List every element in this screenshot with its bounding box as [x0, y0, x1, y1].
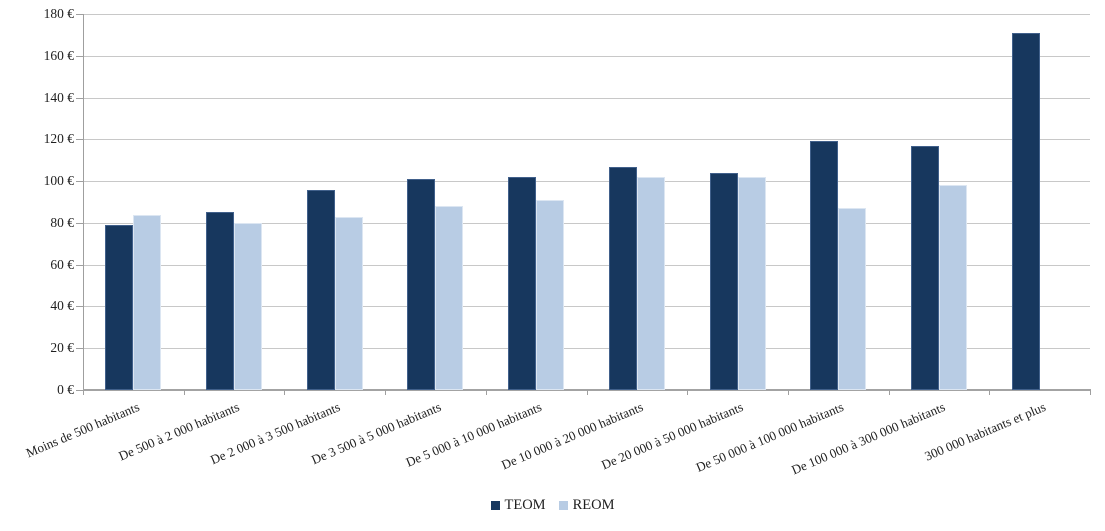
y-axis-tick-label: 140 €	[43, 89, 74, 105]
x-axis-tick	[284, 390, 286, 395]
bar-teom-8	[810, 141, 839, 390]
bar-reom-5	[536, 199, 565, 390]
bar-reom-4	[435, 206, 464, 390]
x-axis-tick	[83, 390, 84, 395]
y-axis-tick-label: 80 €	[50, 214, 74, 230]
x-axis-tick	[687, 390, 689, 395]
gridline-80	[83, 222, 1090, 224]
y-axis-tick	[76, 97, 83, 99]
y-axis-tick	[76, 55, 83, 57]
y-axis-tick	[76, 390, 83, 391]
y-axis-tick	[76, 348, 83, 350]
reom-swatch-icon	[558, 501, 568, 510]
x-axis-tick	[888, 390, 890, 395]
gridline-120	[83, 139, 1090, 141]
bar-teom-7	[709, 172, 738, 390]
bar-teom-3	[306, 189, 335, 390]
y-axis-tick-label: 20 €	[50, 340, 74, 356]
gridline-20	[83, 348, 1090, 350]
y-axis-line	[83, 14, 84, 391]
bar-teom-10	[1011, 32, 1040, 390]
legend-item-reom: REOM	[558, 497, 615, 514]
bar-reom-1	[133, 214, 162, 390]
legend-item-teom: TEOM	[490, 497, 546, 514]
gridline-100	[83, 181, 1090, 183]
y-axis-tick	[76, 306, 83, 308]
x-axis-tick	[183, 390, 185, 395]
y-axis-tick-label: 180 €	[43, 6, 74, 21]
bar-reom-7	[737, 176, 766, 390]
bar-teom-6	[608, 166, 637, 390]
y-axis-tick-label: 160 €	[43, 47, 74, 63]
bar-reom-9	[939, 185, 967, 390]
y-axis-tick-label: 0 €	[57, 382, 74, 397]
y-axis-tick	[76, 264, 83, 266]
x-axis-tick	[1090, 390, 1091, 395]
y-axis-tick-label: 100 €	[43, 173, 74, 189]
x-axis-tick	[385, 390, 387, 395]
bar-reom-8	[838, 208, 867, 390]
bar-teom-4	[407, 179, 436, 390]
gridline-160	[83, 55, 1090, 57]
y-axis-tick	[76, 14, 83, 15]
x-axis-tick	[787, 390, 789, 395]
legend-label-teom: TEOM	[504, 497, 546, 513]
bar-reom-3	[334, 216, 363, 390]
y-axis-tick	[76, 181, 83, 183]
y-axis-tick-label: 120 €	[43, 131, 74, 147]
bar-teom-9	[911, 145, 939, 390]
gridline-140	[83, 97, 1090, 99]
legend-label-reom: REOM	[572, 497, 615, 513]
bar-reom-2	[234, 222, 263, 390]
bar-reom-6	[636, 176, 665, 390]
x-axis-tick	[485, 390, 487, 395]
bar-teom-1	[105, 225, 134, 390]
y-axis-tick-label: 40 €	[50, 298, 74, 314]
legend: TEOM REOM	[0, 497, 1105, 514]
x-axis-tick	[586, 390, 588, 395]
teom-swatch-icon	[490, 501, 500, 510]
bar-teom-2	[206, 212, 235, 390]
gridline-40	[83, 306, 1090, 308]
y-axis-tick-label: 60 €	[50, 256, 74, 272]
bar-teom-5	[508, 176, 537, 390]
y-axis-tick	[76, 139, 83, 141]
gridline-180	[83, 14, 1090, 15]
x-axis-tick	[989, 390, 991, 395]
y-axis-tick	[76, 222, 83, 224]
gridline-60	[83, 264, 1090, 266]
